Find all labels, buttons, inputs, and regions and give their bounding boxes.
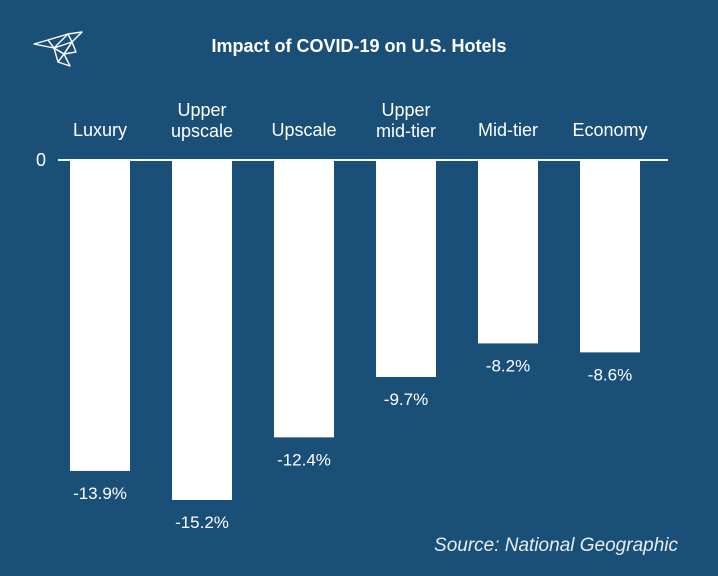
category-label-5: Mid-tier — [478, 120, 538, 140]
bar-4 — [376, 160, 436, 377]
value-label-5: -8.2% — [486, 356, 530, 375]
bar-2 — [172, 160, 232, 500]
category-label-4: Upper mid-tier — [376, 100, 436, 141]
value-label-1: -13.9% — [73, 484, 127, 503]
source-note: Source: National Geographic — [434, 535, 678, 556]
category-label-6: Economy — [572, 120, 647, 140]
bar-6 — [580, 160, 640, 353]
value-label-3: -12.4% — [277, 450, 331, 469]
bar-1 — [70, 160, 130, 471]
bar-3 — [274, 160, 334, 438]
value-label-4: -9.7% — [384, 390, 428, 409]
zero-tick-label: 0 — [36, 150, 46, 170]
value-label-6: -8.6% — [588, 365, 632, 384]
category-label-3: Upscale — [271, 120, 336, 140]
category-label-2: Upper upscale — [171, 100, 233, 141]
bird-logo-icon — [33, 31, 83, 67]
category-label-1: Luxury — [73, 120, 127, 140]
value-label-2: -15.2% — [175, 513, 229, 532]
chart-title: Impact of COVID-19 on U.S. Hotels — [211, 36, 507, 56]
bar-5 — [478, 160, 538, 344]
